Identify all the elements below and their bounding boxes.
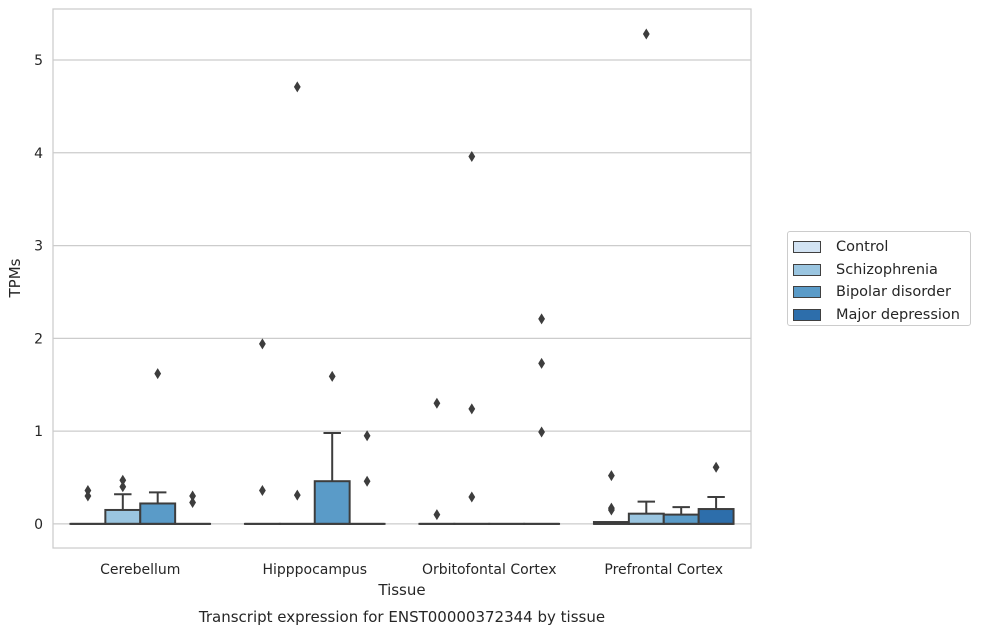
box-group	[523, 313, 561, 525]
box	[627, 512, 665, 525]
plot-frame	[52, 8, 752, 549]
box-group	[174, 490, 212, 525]
x-tick-label: Prefrontal Cortex	[604, 562, 723, 578]
outlier-point	[712, 461, 720, 473]
outlier-point	[119, 474, 127, 486]
outlier-point	[154, 368, 162, 380]
y-tick-label: 0	[34, 517, 43, 533]
outlier-point	[259, 484, 266, 496]
legend-item: Control	[793, 236, 970, 259]
box-group	[418, 397, 456, 525]
legend-item: Schizophrenia	[793, 259, 970, 282]
outlier-point	[538, 313, 545, 325]
box-group	[104, 474, 142, 525]
chart-title: Transcript expression for ENST0000037234…	[198, 608, 605, 626]
box-group	[313, 370, 351, 525]
legend-item: Major depression	[793, 304, 970, 327]
legend-label: Bipolar disorder	[836, 284, 951, 301]
box	[313, 480, 351, 525]
y-axis-title: TPMs	[6, 258, 24, 298]
outlier-point	[538, 426, 545, 438]
outlier-point	[433, 509, 441, 521]
x-tick-label: Cerebellum	[100, 562, 180, 578]
y-tick-label: 4	[34, 146, 43, 162]
y-axis-ticks: 0 1 2 3 4 5	[34, 53, 43, 533]
x-tick-label: Hipppocampus	[262, 562, 367, 578]
box	[104, 508, 142, 525]
outlier-point	[608, 504, 615, 516]
y-tick-label: 3	[34, 239, 43, 255]
outlier-point	[468, 151, 476, 163]
box-group	[592, 470, 630, 525]
outlier-point	[84, 490, 92, 502]
box-group	[278, 81, 316, 525]
outlier-point	[433, 397, 441, 409]
outlier-point	[328, 370, 336, 382]
x-axis-ticks: Cerebellum Hipppocampus Orbitofontal Corte…	[100, 562, 723, 578]
outlier-point	[189, 497, 196, 509]
plot-background	[53, 9, 751, 548]
outlier-point	[538, 357, 545, 369]
outlier-point	[189, 490, 196, 502]
y-tick-label: 5	[34, 53, 43, 69]
outlier-point	[642, 28, 650, 40]
outlier-point	[363, 475, 371, 487]
outlier-point	[84, 484, 92, 496]
legend-label: Major depression	[836, 306, 960, 323]
legend-swatch	[793, 286, 821, 299]
box	[697, 508, 735, 525]
box-series	[69, 28, 735, 525]
outlier-point	[608, 470, 615, 482]
box-group	[697, 461, 735, 525]
box	[662, 513, 700, 525]
y-tick-label: 1	[34, 424, 43, 440]
legend-swatch	[793, 263, 821, 276]
outlier-point	[119, 481, 127, 493]
box-group	[139, 368, 177, 525]
outlier-point	[363, 430, 371, 442]
outlier-point	[293, 81, 301, 93]
box-group	[348, 430, 386, 525]
outlier-point	[293, 489, 301, 501]
outlier-point	[468, 491, 476, 503]
legend: Control Schizophrenia Bipolar disorder Majo…	[787, 231, 971, 326]
x-tick-label: Orbitofontal Cortex	[422, 562, 557, 578]
legend-label: Control	[836, 239, 889, 256]
box	[139, 502, 177, 525]
legend-label: Schizophrenia	[836, 261, 938, 278]
legend-swatch	[793, 241, 821, 254]
outlier-point	[468, 403, 476, 415]
legend-swatch	[793, 308, 821, 321]
outlier-point	[259, 338, 266, 350]
y-tick-label: 2	[34, 331, 43, 347]
legend-item: Bipolar disorder	[793, 281, 970, 304]
x-axis-title: Tissue	[377, 581, 425, 599]
